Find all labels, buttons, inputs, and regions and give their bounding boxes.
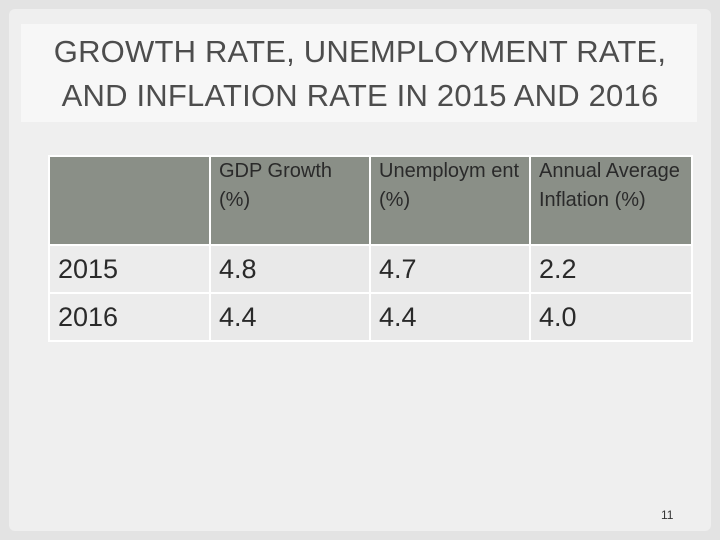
cell-gdp-growth: 4.8 <box>209 244 371 294</box>
row-year: 2016 <box>48 292 211 342</box>
slide-title: GROWTH RATE, UNEMPLOYMENT RATE, AND INFL… <box>53 34 667 113</box>
table-row: 2015 4.8 4.7 2.2 <box>48 244 693 294</box>
table-row: 2016 4.4 4.4 4.0 <box>48 292 693 342</box>
data-table: GDP Growth (%) Unemploym ent (%) Annual … <box>48 155 693 342</box>
cell-inflation: 4.0 <box>529 292 693 342</box>
header-gdp-growth: GDP Growth (%) <box>209 155 371 246</box>
row-year: 2015 <box>48 244 211 294</box>
page-number: 11 <box>661 508 674 522</box>
header-unemployment: Unemploym ent (%) <box>369 155 531 246</box>
title-band <box>21 24 697 122</box>
cell-unemployment: 4.7 <box>369 244 531 294</box>
cell-inflation: 2.2 <box>529 244 693 294</box>
cell-unemployment: 4.4 <box>369 292 531 342</box>
table-header-row: GDP Growth (%) Unemploym ent (%) Annual … <box>48 155 693 246</box>
cell-gdp-growth: 4.4 <box>209 292 371 342</box>
header-inflation: Annual Average Inflation (%) <box>529 155 693 246</box>
header-cell-empty <box>48 155 211 246</box>
